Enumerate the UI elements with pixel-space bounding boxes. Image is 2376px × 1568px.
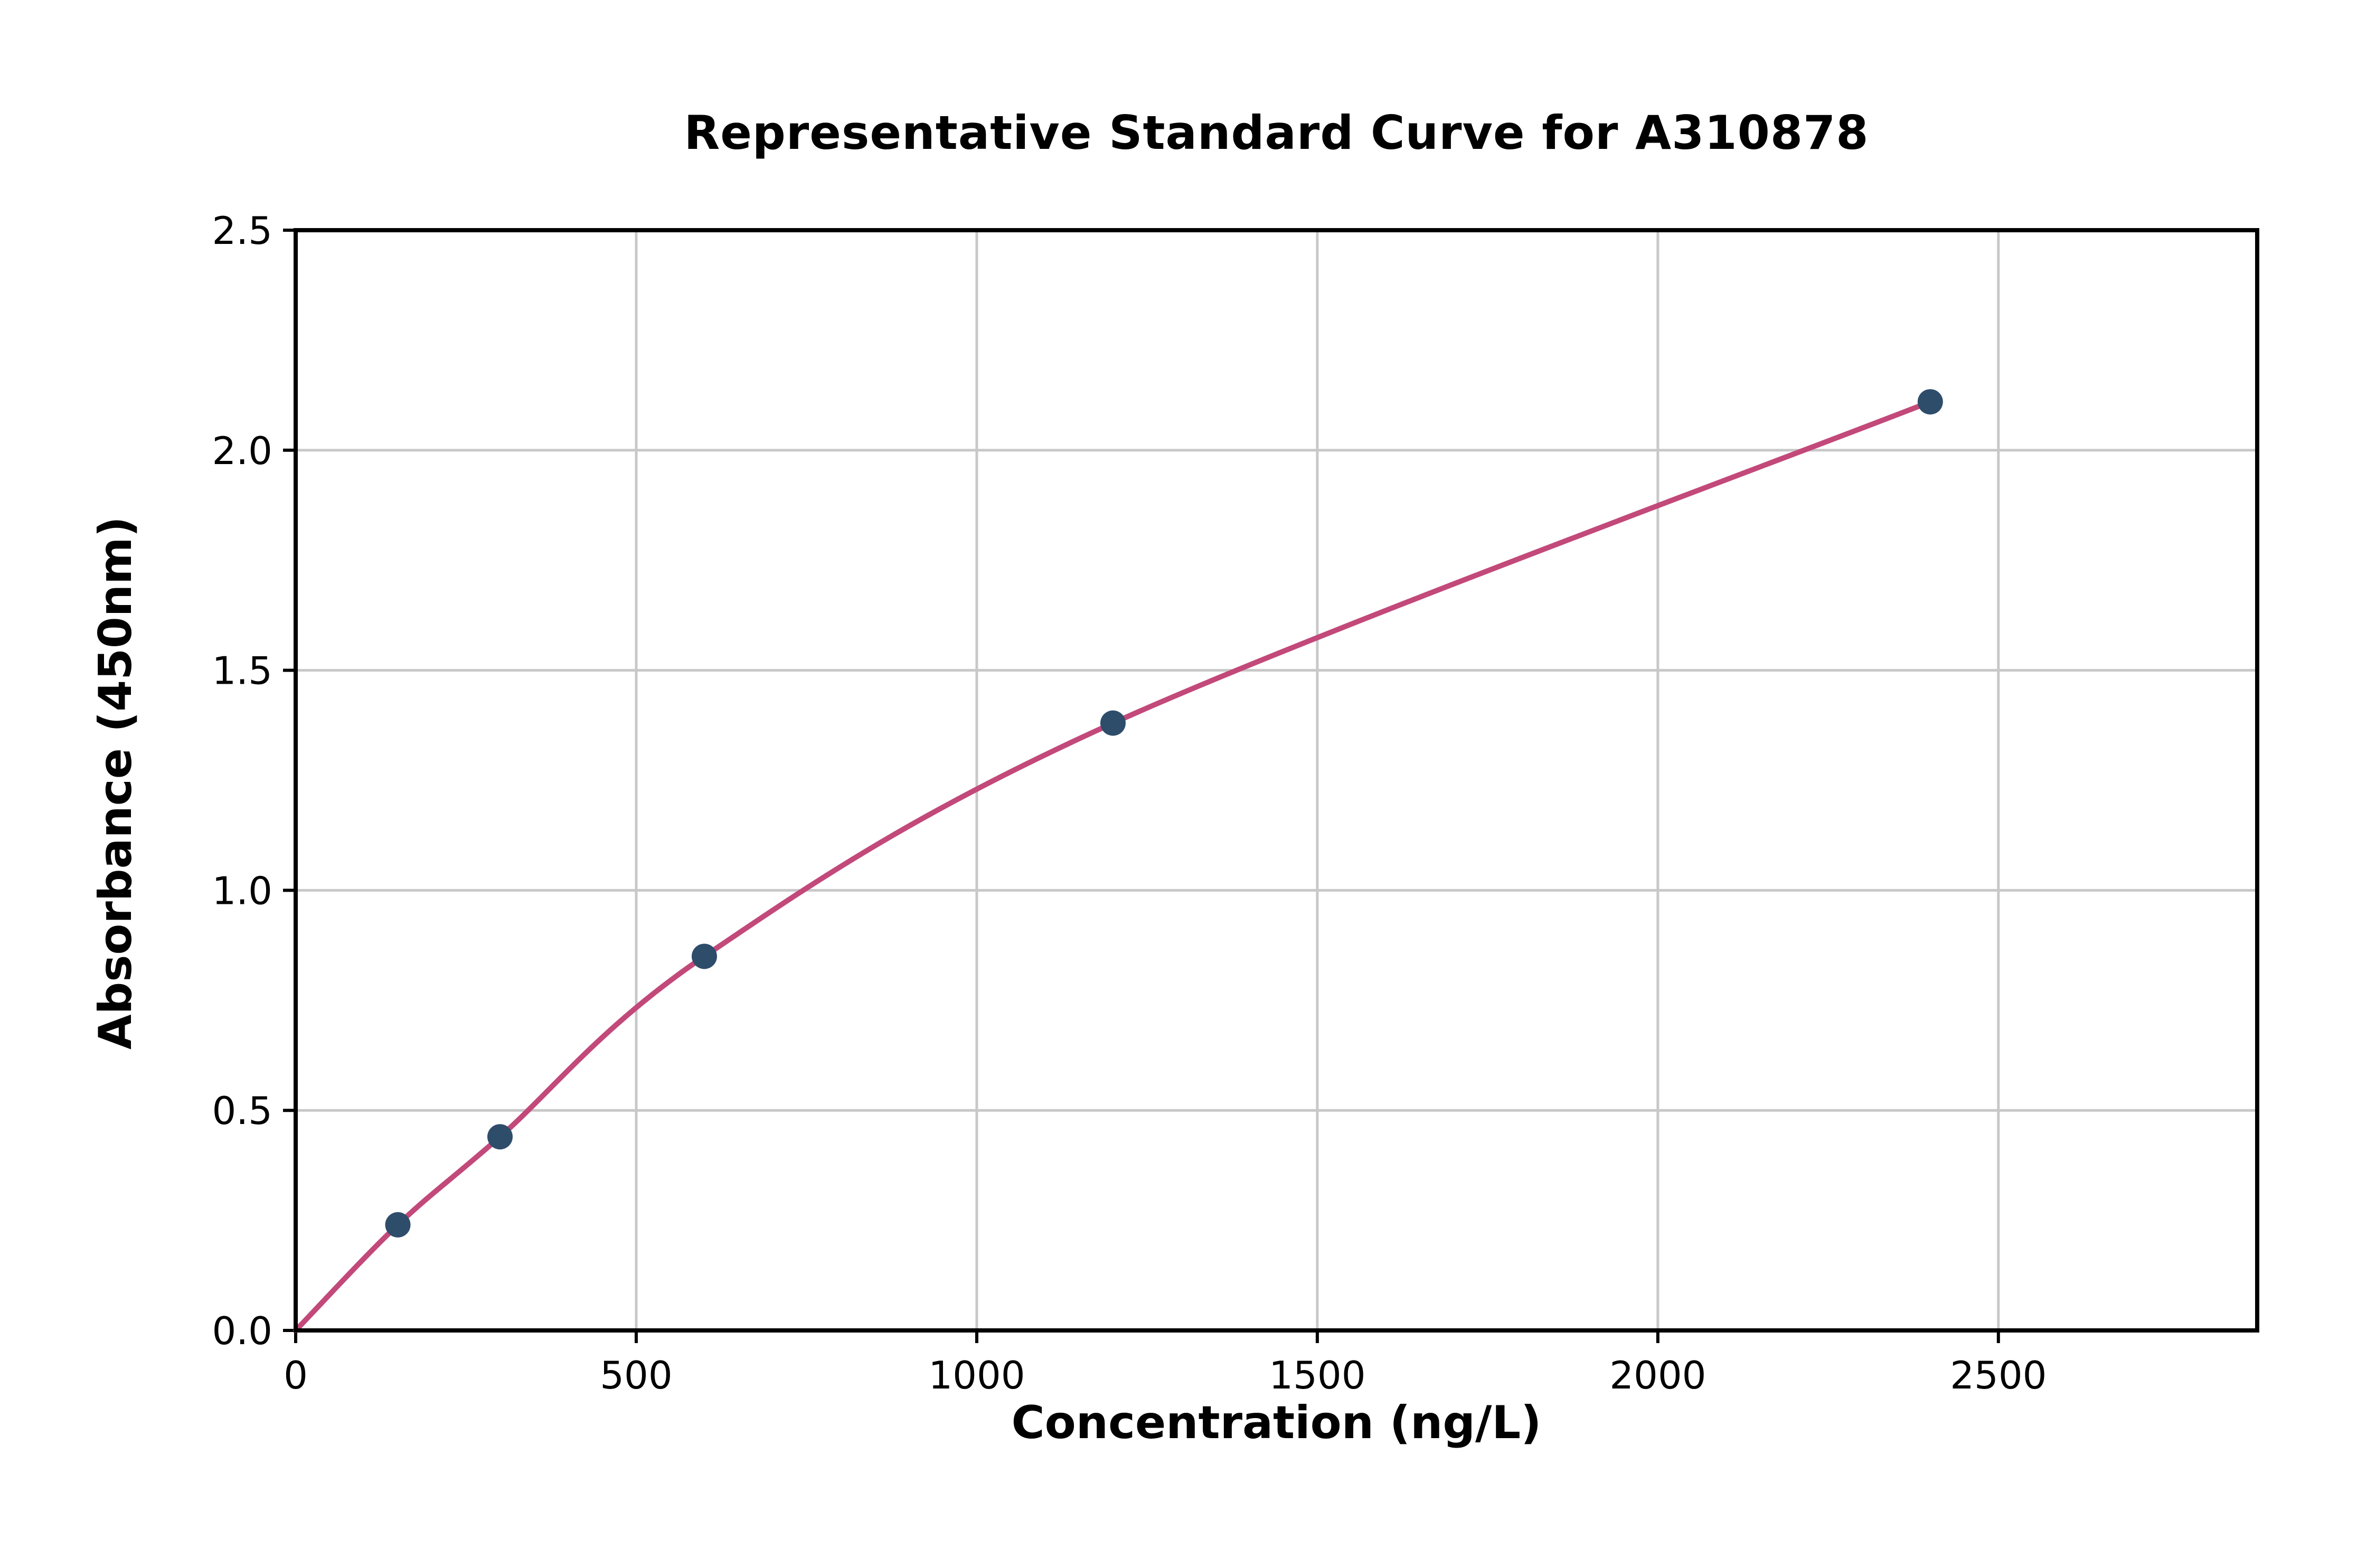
x-axis-label: Concentration (ng/L) xyxy=(1011,1396,1542,1449)
data-point-marker xyxy=(487,1124,513,1150)
x-tick-label: 1500 xyxy=(1269,1353,1365,1397)
y-tick-label: 2.0 xyxy=(212,429,272,473)
fit-curve-line xyxy=(293,399,1933,1333)
chart-title: Representative Standard Curve for A31087… xyxy=(684,106,1869,160)
x-tick-label: 2000 xyxy=(1609,1353,1706,1397)
x-tick-label: 2500 xyxy=(1950,1353,2047,1397)
x-tick-label: 1000 xyxy=(928,1353,1025,1397)
x-tick-label: 0 xyxy=(284,1353,308,1397)
y-tick-label: 1.0 xyxy=(212,868,272,913)
y-tick-label: 0.5 xyxy=(212,1089,272,1133)
y-tick-label: 2.5 xyxy=(212,209,272,253)
y-tick-label: 0.0 xyxy=(212,1309,272,1353)
data-point-marker xyxy=(385,1212,411,1238)
plot-border xyxy=(294,228,2259,1333)
x-tick-label: 500 xyxy=(600,1353,672,1397)
data-point-marker xyxy=(1100,710,1126,736)
data-point-marker xyxy=(1917,389,1943,415)
y-tick-label: 1.5 xyxy=(212,649,272,693)
data-point-marker xyxy=(691,943,717,969)
